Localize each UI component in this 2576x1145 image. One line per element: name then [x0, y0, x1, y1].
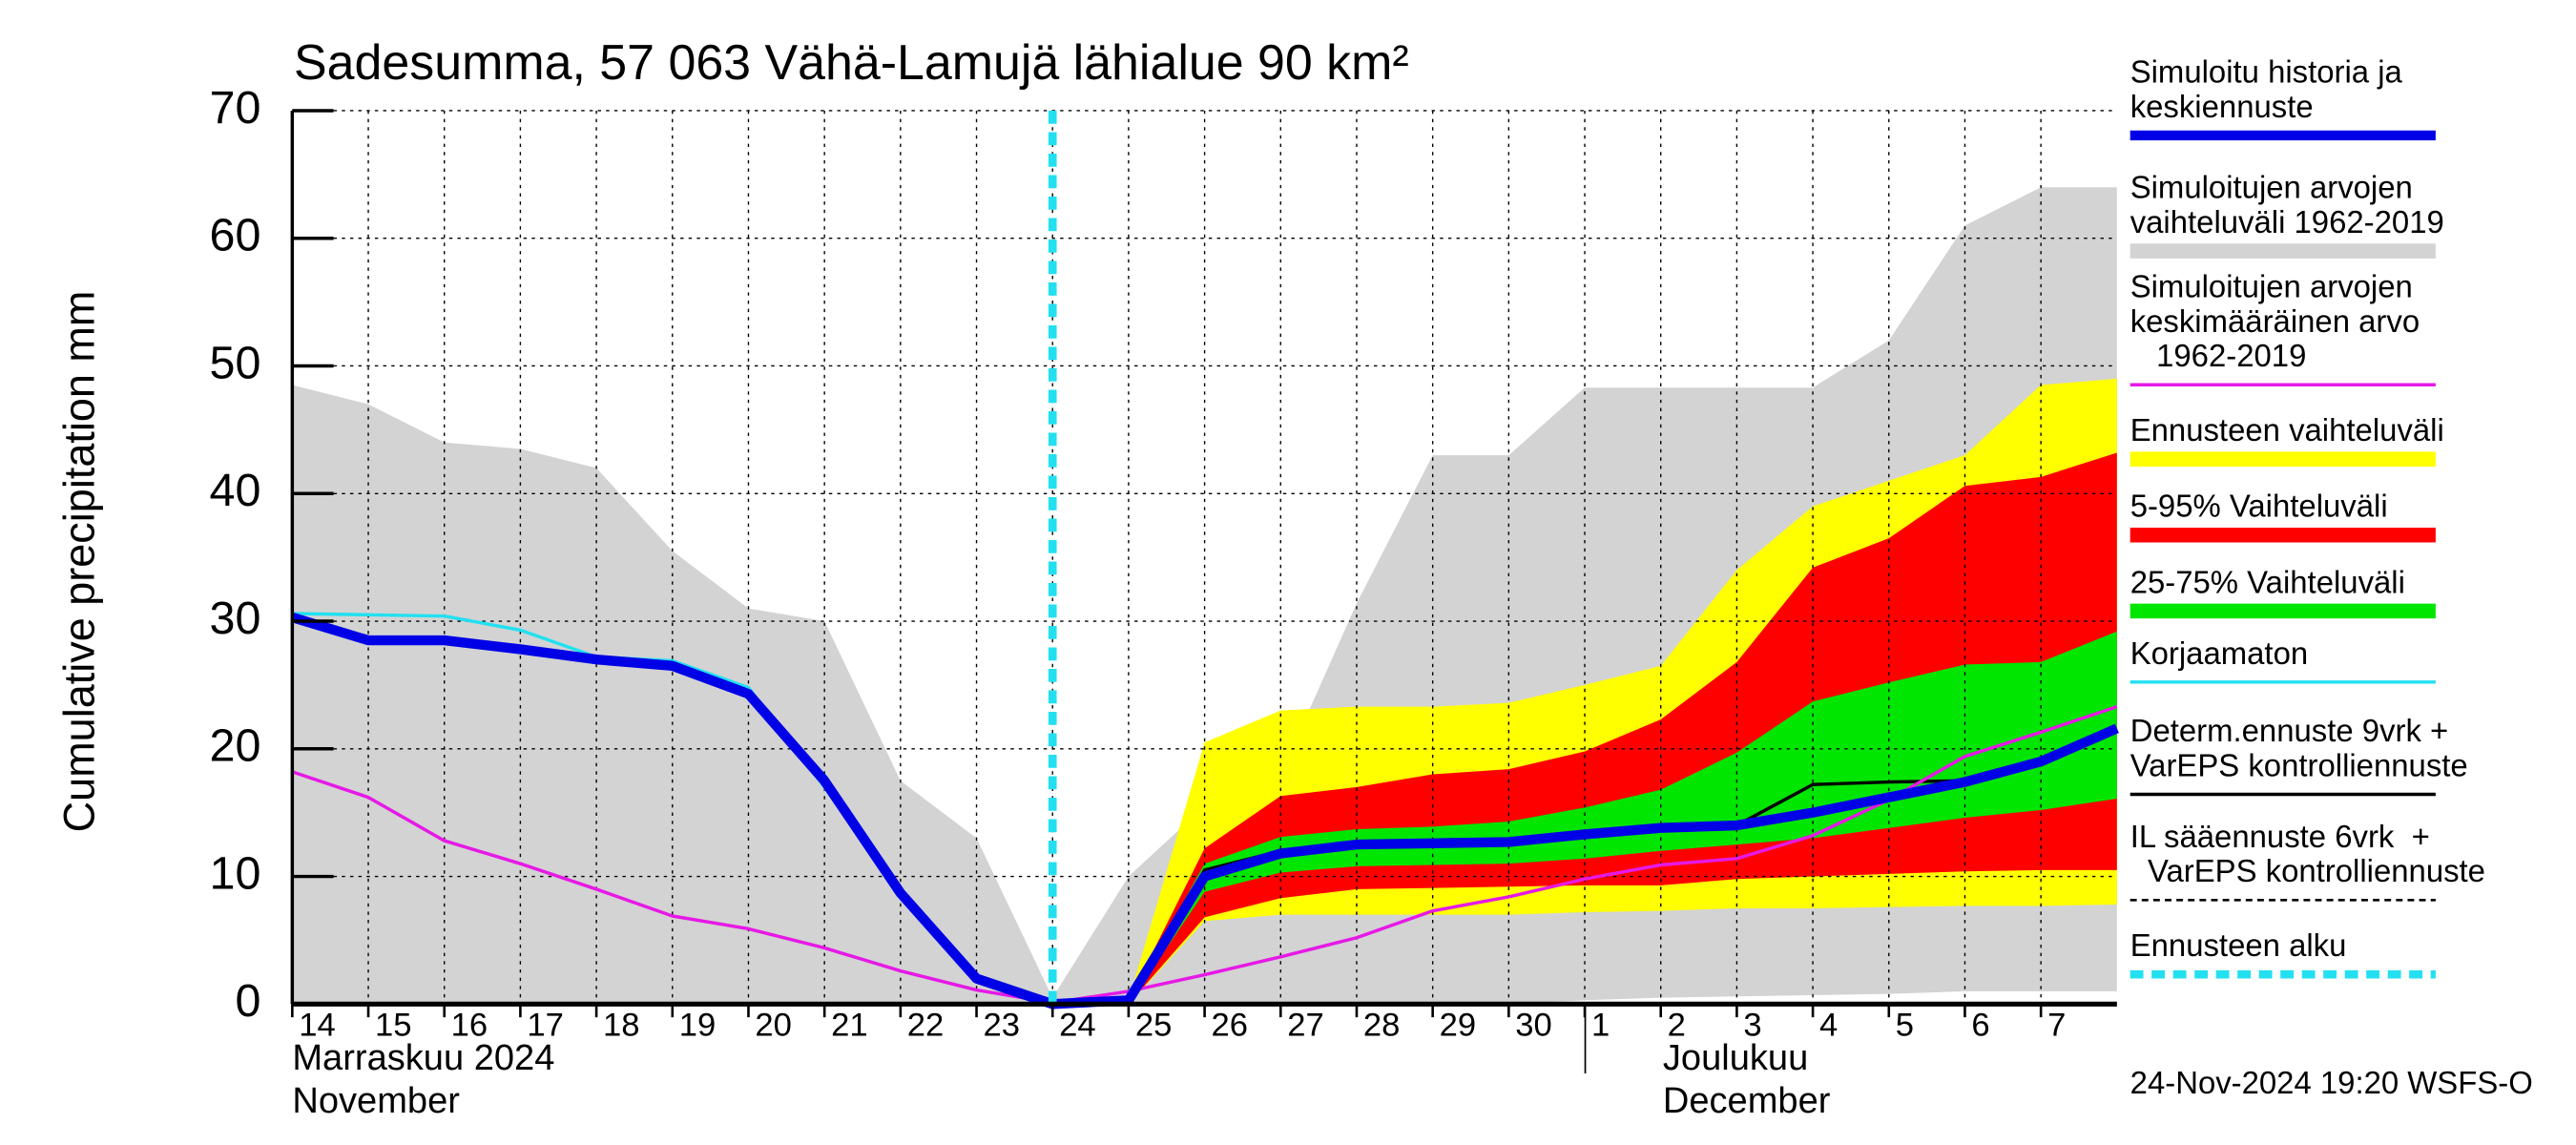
x-tick-label: 17: [527, 1008, 564, 1044]
x-tick-label: 5: [1896, 1008, 1914, 1044]
x-tick-label: 28: [1363, 1008, 1401, 1044]
x-tick-label: 29: [1440, 1008, 1477, 1044]
x-tick-label: 23: [983, 1008, 1020, 1044]
legend-label: Determ.ennuste 9vrk + VarEPS kontrollien…: [2129, 715, 2468, 785]
lines: [290, 110, 2119, 1010]
legend-label-box: Ennusteen alku: [2129, 929, 2347, 965]
legend-label: Korjaamaton: [2129, 637, 2309, 673]
x-tick-label: 20: [755, 1008, 792, 1044]
legend-label-box: Simuloitujen arvojen vaihteluväli 1962-2…: [2129, 172, 2444, 241]
series-line: [290, 613, 2119, 1010]
x-tick-label: 27: [1287, 1008, 1324, 1044]
x-tick-label: 3: [1743, 1008, 1761, 1044]
x-tick-label: 1: [1591, 1008, 1610, 1044]
x-tick-label: 14: [299, 1008, 336, 1044]
month-label: Marraskuu 2024: [292, 1038, 554, 1078]
x-tick-label: 19: [679, 1008, 717, 1044]
y-tick-label: 70: [210, 82, 261, 134]
x-tick-label: 15: [375, 1008, 412, 1044]
footer: 24-Nov-2024 19:20 WSFS-O: [2130, 1065, 2533, 1100]
x-tick-label: 7: [2047, 1008, 2066, 1044]
range-band: [1128, 452, 2117, 1005]
legend: Simuloitu historia ja keskiennuste Simulo…: [2129, 55, 2485, 979]
month-label: November: [292, 1081, 460, 1121]
legend-label-box: Simuloitujen arvojen keskimääräinen arvo…: [2129, 270, 2420, 375]
legend-label: Simuloitujen arvojen keskimääräinen arvo…: [2129, 270, 2420, 375]
x-tick-label: 30: [1515, 1008, 1552, 1044]
x-tick-label: 4: [1819, 1008, 1838, 1044]
series-line: [291, 704, 2118, 1005]
chart-title: Sadesumma, 57 063 Vähä-Lamujä lähialue 9…: [294, 35, 1409, 91]
x-tick-label: 21: [831, 1008, 868, 1044]
legend-label: Simuloitujen arvojen vaihteluväli 1962-2…: [2129, 172, 2444, 241]
y-tick-label: 60: [210, 210, 261, 261]
month-label: Joulukuu: [1663, 1038, 1808, 1078]
y-axis-label: Cumulative precipitation mm: [54, 291, 103, 833]
x-tick-label: 18: [603, 1008, 640, 1044]
legend-label: 5-95% Vaihteluväli: [2129, 490, 2388, 526]
legend-label: 25-75% Vaihteluväli: [2129, 566, 2405, 602]
legend-label: Simuloitu historia ja keskiennuste: [2129, 55, 2402, 126]
x-tick-label: 2: [1668, 1008, 1686, 1044]
y-tick-label: 0: [236, 975, 261, 1027]
legend-label-box: Ennusteen vaihteluväli: [2129, 414, 2444, 449]
y-tick-label: 40: [210, 465, 261, 516]
y-tick-label: 10: [210, 847, 261, 899]
x-tick-label: 26: [1212, 1008, 1249, 1044]
x-tick-label: 25: [1135, 1008, 1173, 1044]
y-tick-label: 30: [210, 593, 261, 644]
range-band: [1128, 631, 2117, 1005]
legend-label: IL sääennuste 6vrk + VarEPS kontrollienn…: [2129, 821, 2485, 890]
legend-label-box: Simuloitu historia ja keskiennuste: [2129, 55, 2402, 126]
x-tick-label: 6: [1971, 1008, 1989, 1044]
legend-label-box: Determ.ennuste 9vrk + VarEPS kontrollien…: [2129, 715, 2468, 785]
legend-label-box: IL sääennuste 6vrk + VarEPS kontrollienn…: [2129, 821, 2485, 890]
legend-label-box: 5-95% Vaihteluväli: [2129, 490, 2388, 526]
x-tick-label: 22: [907, 1008, 945, 1044]
legend-label-box: Korjaamaton: [2129, 637, 2309, 673]
legend-label: Ennusteen vaihteluväli: [2129, 414, 2444, 449]
legend-label: Ennusteen alku: [2129, 929, 2347, 965]
x-tick-label: 16: [451, 1008, 488, 1044]
legend-label-box: 25-75% Vaihteluväli: [2129, 566, 2405, 602]
grid: [291, 110, 2117, 1006]
month-label: December: [1663, 1081, 1831, 1121]
y-tick-label: 50: [210, 337, 261, 388]
y-tick-label: 20: [210, 720, 261, 772]
x-tick-label: 24: [1059, 1008, 1096, 1044]
